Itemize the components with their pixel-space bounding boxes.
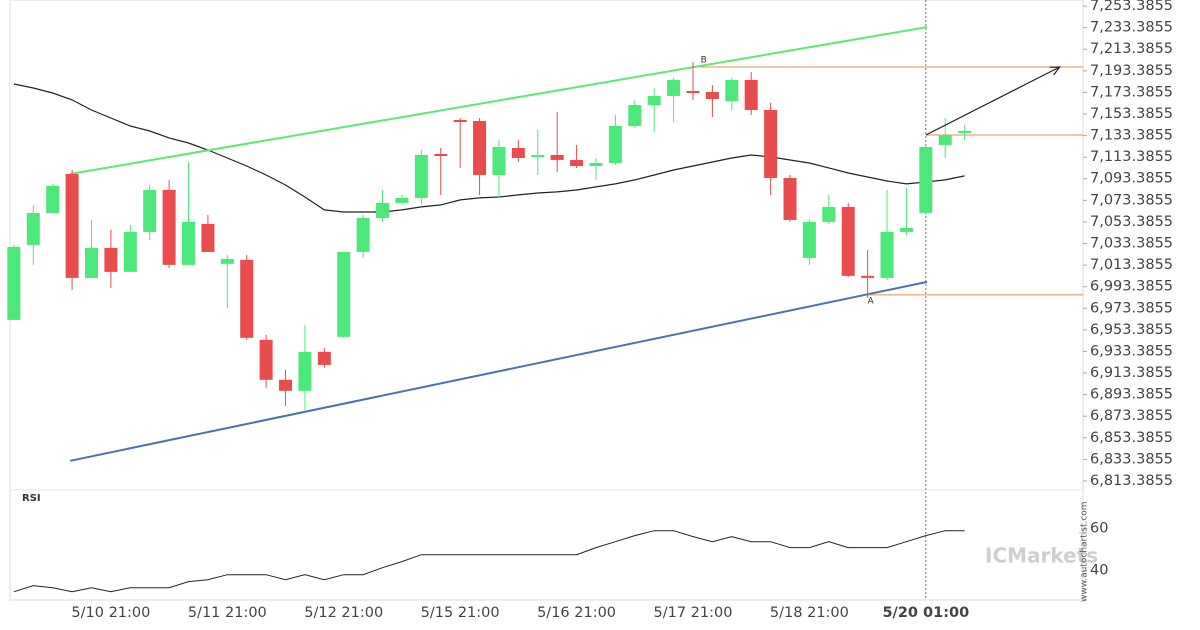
candle-body	[492, 147, 506, 175]
candle-body	[686, 90, 700, 94]
candle-body	[861, 275, 875, 278]
y-tick-label: 6,973.3855	[1090, 300, 1173, 316]
candle-body	[46, 185, 60, 213]
candle-body	[473, 120, 487, 175]
candle-body	[531, 154, 545, 157]
candle-body	[919, 147, 933, 213]
candle-body	[802, 221, 816, 258]
candle-body	[628, 105, 642, 126]
y-tick-label: 7,033.3855	[1090, 236, 1173, 252]
x-tick-label: 5/12 21:00	[304, 605, 383, 621]
candle-body	[550, 154, 564, 160]
x-tick-label: 5/15 21:00	[421, 605, 500, 621]
y-tick-label: 7,053.3855	[1090, 214, 1173, 230]
x-tick-label: 5/10 21:00	[71, 605, 150, 621]
candle-body	[453, 120, 467, 123]
candle-body	[376, 202, 390, 218]
x-tick-label: 5/18 21:00	[770, 605, 849, 621]
candle-body	[337, 251, 351, 337]
candle-body	[511, 147, 525, 159]
candle-body	[279, 379, 293, 391]
candle-body	[570, 159, 584, 166]
y-tick-label: 60	[1090, 521, 1108, 537]
y-tick-label: 6,853.3855	[1090, 430, 1173, 446]
y-tick-label: 7,233.3855	[1090, 20, 1173, 36]
candle-body	[647, 95, 661, 106]
candle-body	[298, 351, 312, 391]
x-tick-label: 5/16 21:00	[537, 605, 616, 621]
forecast-arrow	[925, 66, 1060, 136]
y-tick-label: 7,253.3855	[1090, 0, 1173, 14]
candle-body	[958, 131, 972, 134]
y-tick-label: 6,913.3855	[1090, 365, 1173, 381]
y-tick-label: 7,073.3855	[1090, 192, 1173, 208]
y-tick-label: 40	[1090, 563, 1108, 579]
candle-body	[822, 206, 836, 222]
pattern-point-label: B	[701, 56, 707, 66]
candle-body	[764, 109, 778, 178]
y-tick-label: 7,193.3855	[1090, 63, 1173, 79]
arrow-head	[1049, 66, 1061, 76]
candle-body	[26, 212, 40, 245]
candle-body	[104, 247, 118, 272]
x-tick-label: 5/17 21:00	[654, 605, 733, 621]
candle-body	[414, 154, 428, 198]
candle-body	[608, 125, 622, 163]
source: www.autochartist.com	[1080, 501, 1090, 602]
y-tick-label: 6,893.3855	[1090, 387, 1173, 403]
y-tick-label: 7,113.3855	[1090, 149, 1173, 165]
candle-body	[162, 189, 176, 265]
candle-body	[725, 79, 739, 102]
trend-line	[70, 26, 928, 175]
candle-body	[899, 227, 913, 232]
candle-body	[7, 246, 21, 320]
pattern-point-label: A	[868, 296, 875, 306]
rsi-line	[13, 530, 965, 593]
y-tick-label: 6,993.3855	[1090, 279, 1173, 295]
y-tick-label: 6,813.3855	[1090, 473, 1173, 489]
candle-body	[143, 189, 157, 232]
candle-body	[705, 91, 719, 99]
candle-body	[201, 223, 215, 252]
candle-body	[395, 197, 409, 203]
candle-body	[667, 79, 681, 96]
y-tick-label: 7,153.3855	[1090, 106, 1173, 122]
candle-body	[182, 221, 196, 265]
candle-body	[938, 134, 952, 145]
candle-body	[220, 258, 234, 264]
plot-frame	[9, 0, 1084, 601]
moving-average	[13, 83, 965, 213]
candle-body	[880, 231, 894, 278]
candle-body	[259, 339, 273, 380]
trend-line	[69, 280, 928, 462]
candle-body	[317, 351, 331, 365]
x-tick-label: 5/11 21:00	[188, 605, 267, 621]
candle-body	[589, 162, 603, 166]
x-tick-label: 5/20 01:00	[882, 605, 969, 621]
candle-body	[123, 231, 137, 272]
y-tick-label: 6,933.3855	[1090, 343, 1173, 359]
candle-body	[841, 206, 855, 276]
y-tick-label: 7,173.3855	[1090, 84, 1173, 100]
y-tick-label: 7,213.3855	[1090, 41, 1173, 57]
watermark: ICMarkets	[985, 544, 1098, 568]
y-tick-label: 6,953.3855	[1090, 322, 1173, 338]
panel-title: RSI	[22, 493, 41, 504]
candle-body	[783, 177, 797, 220]
candle-body	[240, 259, 254, 338]
y-tick-label: 6,873.3855	[1090, 408, 1173, 424]
candle-body	[434, 154, 448, 157]
y-tick-label: 7,133.3855	[1090, 128, 1173, 144]
candle-body	[356, 217, 370, 252]
y-tick-label: 7,013.3855	[1090, 257, 1173, 273]
y-tick-label: 7,093.3855	[1090, 171, 1173, 187]
candle-body	[84, 247, 98, 278]
y-tick-label: 6,833.3855	[1090, 451, 1173, 467]
candle-body	[744, 79, 758, 110]
candle-body	[65, 173, 79, 278]
